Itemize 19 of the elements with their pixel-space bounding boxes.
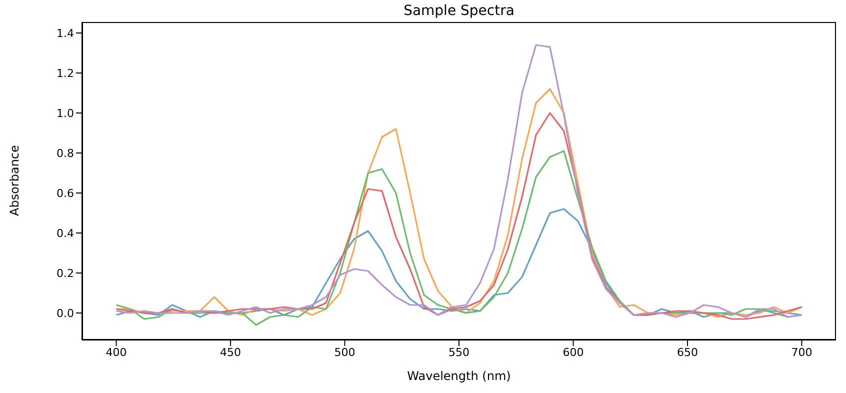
x-tick-label: 550: [448, 346, 470, 359]
y-tick-label: 0.2: [56, 266, 74, 280]
y-tick-label: 1.0: [56, 106, 74, 120]
x-tick-label: 450: [220, 346, 242, 359]
x-tick-label: 500: [334, 346, 356, 359]
y-tick-label: 1.4: [56, 26, 74, 40]
x-axis-title: Wavelength (nm): [407, 369, 511, 383]
y-tick-label: 1.2: [56, 66, 74, 80]
y-tick-label: 0.6: [56, 186, 74, 200]
y-axis-title: Absorbance: [7, 145, 22, 216]
x-tick-label: 700: [791, 346, 812, 359]
y-tick-label: 0.8: [56, 146, 74, 160]
y-tick-label: 0.0: [56, 306, 74, 320]
x-tick-label: 650: [676, 346, 698, 359]
x-tick-label: 400: [106, 346, 127, 359]
x-tick-label: 600: [562, 346, 584, 359]
y-tick-label: 0.4: [56, 226, 74, 240]
chart-title: Sample Spectra: [402, 3, 516, 19]
line-series: [115, 44, 803, 318]
